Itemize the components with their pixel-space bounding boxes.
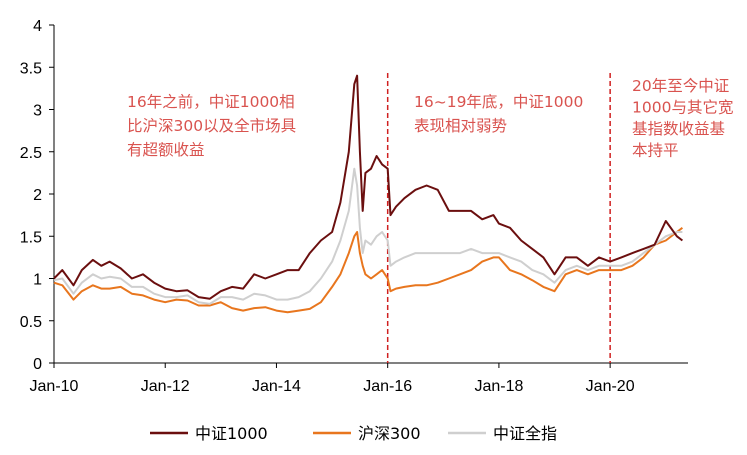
x-tick-label: Jan-20 xyxy=(586,378,635,395)
annotation-line: 16~19年底，中证1000 xyxy=(414,93,583,111)
y-axis: 0 0.5 1 1.5 2 2.5 3 3.5 4 xyxy=(20,18,55,373)
series-line-0 xyxy=(53,74,684,300)
x-tick-label: Jan-18 xyxy=(474,378,523,395)
legend-label: 中证1000 xyxy=(195,424,268,443)
annotation-line: 1000与其它宽 xyxy=(632,99,733,117)
x-tick-label: Jan-10 xyxy=(30,378,79,395)
series-group xyxy=(53,74,684,314)
x-tick-label: Jan-12 xyxy=(141,378,190,395)
y-tick-label: 2.5 xyxy=(20,145,42,162)
annotation-1: 16~19年底，中证1000 表现相对弱势 xyxy=(414,93,583,135)
x-axis: Jan-10 Jan-12 Jan-14 Jan-16 Jan-18 Jan-20 xyxy=(30,362,688,395)
annotation-line: 表现相对弱势 xyxy=(414,117,507,135)
x-tick-label: Jan-14 xyxy=(252,378,301,395)
y-tick-label: 1 xyxy=(33,272,42,289)
y-tick-label: 3.5 xyxy=(20,60,42,77)
annotation-line: 比沪深300以及全市场具 xyxy=(127,117,296,135)
series-line-2 xyxy=(53,167,683,305)
y-tick-label: 0.5 xyxy=(20,314,42,331)
annotation-line: 16年之前，中证1000相 xyxy=(127,93,295,111)
legend: 中证1000 沪深300 中证全指 xyxy=(150,424,557,443)
annotation-line: 有超额收益 xyxy=(127,141,205,159)
vertical-markers xyxy=(386,73,611,363)
y-tick-label: 3 xyxy=(33,103,42,120)
legend-item-1: 沪深300 xyxy=(313,424,421,443)
legend-item-2: 中证全指 xyxy=(448,424,557,443)
x-tick-label: Jan-16 xyxy=(363,378,412,395)
y-tick-label: 4 xyxy=(33,18,42,35)
legend-label: 沪深300 xyxy=(358,424,421,443)
legend-item-0: 中证1000 xyxy=(150,424,268,443)
y-tick-label: 2 xyxy=(33,187,42,204)
legend-label: 中证全指 xyxy=(493,424,557,443)
annotation-line: 本持平 xyxy=(632,142,679,160)
y-tick-label: 0 xyxy=(33,356,42,373)
annotation-line: 基指数收益基 xyxy=(632,120,725,138)
y-tick-label: 1.5 xyxy=(20,229,42,246)
series-line-1 xyxy=(53,227,684,314)
annotation-line: 20年至今中证 xyxy=(632,77,729,95)
